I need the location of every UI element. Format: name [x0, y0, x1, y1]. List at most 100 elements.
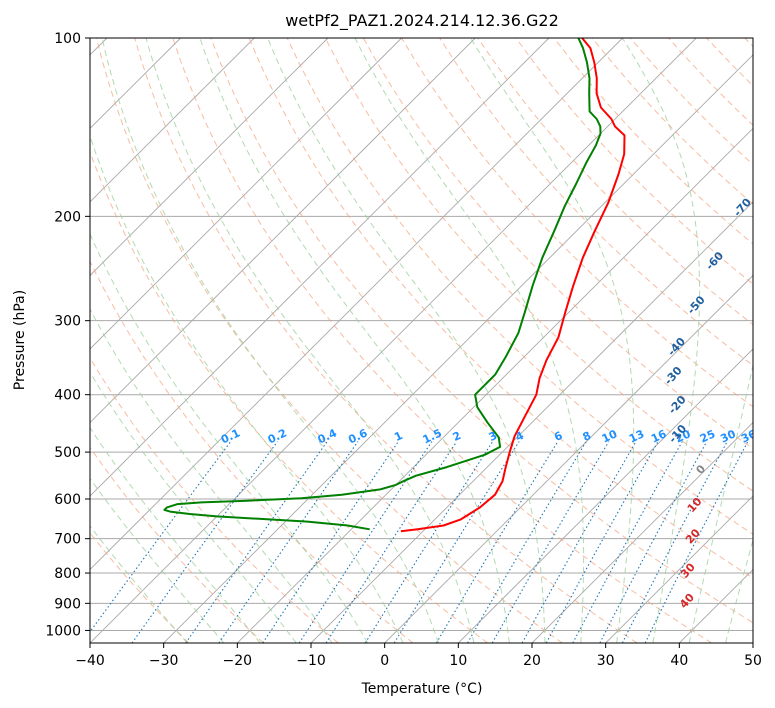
y-tick-label: 800 [54, 566, 81, 582]
mixing-ratio-label: 1.5 [421, 426, 444, 446]
dry-adiabat-line [706, 38, 753, 87]
plot-frame [89, 37, 754, 644]
x-tick-label: 40 [670, 653, 688, 669]
moist-adiabat-line [90, 308, 333, 643]
moist-adiabat-line [101, 38, 439, 643]
x-tick-label: −30 [149, 653, 179, 669]
mixing-ratio-label: 4 [513, 429, 526, 444]
mixing-ratio-line [262, 441, 399, 643]
mixing-ratio-label: 0.6 [346, 426, 369, 446]
mixing-ratio-line [491, 441, 610, 643]
x-tick-label: 30 [597, 653, 615, 669]
dry-adiabat-label: 0 [694, 462, 709, 477]
y-tick-label: 500 [54, 445, 81, 461]
mixing-ratio-line [545, 441, 659, 643]
x-tick-label: −40 [75, 653, 105, 669]
isotherm-line [90, 38, 402, 350]
dry-adiabat-line [90, 356, 339, 643]
dry-adiabat-label: -50 [685, 293, 708, 317]
y-tick-label: 300 [54, 314, 81, 330]
mixing-ratio-line [364, 441, 494, 643]
isotherm-line [679, 568, 753, 643]
mixing-ratio-label: 13 [627, 427, 646, 445]
dry-adiabat-label: 30 [678, 560, 698, 580]
dry-adiabat-label: 10 [685, 495, 705, 515]
mixing-ratio-label: 30 [718, 427, 738, 445]
mixing-ratio-line [521, 441, 637, 643]
mixing-ratio-line [435, 441, 559, 643]
moist-adiabat-line [90, 134, 404, 643]
y-tick-label: 600 [54, 492, 81, 508]
dry-adiabat-line [248, 38, 753, 579]
mixing-ratio-label: 6 [552, 429, 565, 444]
isotherm-line [90, 38, 476, 424]
mixing-ratio-label: 1 [392, 429, 404, 444]
dry-adiabat-label: -40 [665, 335, 688, 359]
mixing-ratio-line [185, 441, 328, 643]
y-tick-label: 1000 [45, 623, 81, 639]
isotherm-line [531, 421, 753, 643]
isotherm-line [90, 38, 697, 643]
dry-adiabat-label: -70 [731, 195, 754, 219]
dry-adiabat-line [477, 38, 753, 326]
mixing-ratio-line [325, 441, 458, 643]
dry-adiabat-line [96, 38, 563, 643]
moist-adiabat-line [621, 38, 701, 643]
moist-adiabat-line [90, 371, 297, 643]
dry-adiabat-line [90, 260, 414, 643]
mixing-ratio-line [218, 441, 359, 643]
moist-adiabat-line [90, 525, 188, 643]
isotherm-line [752, 642, 753, 643]
isotherm-line [90, 38, 623, 571]
in-plot-labels: 0.1 0.2 0.4 0.6 1 1.5 2 3 4 6 8 10 13 16 20 25 30 36-100-… [219, 110, 775, 611]
y-tick-label: 700 [54, 532, 81, 548]
mixing-ratio-label: 20 [673, 427, 693, 445]
mixing-ratio-label: 0.2 [266, 426, 289, 446]
chart-title: wetPf2_PAZ1.2024.214.12.36.G22 [285, 11, 559, 31]
isotherm-line [605, 495, 753, 643]
x-tick-label: 50 [744, 653, 762, 669]
dry-adiabat-line [286, 38, 753, 535]
dry-adiabat-label: 40 [677, 591, 697, 611]
dry-adiabat-line [324, 38, 753, 492]
mixing-ratio-label: 0.1 [219, 426, 242, 446]
moist-adiabat-line [354, 38, 585, 643]
mixing-ratio-line [90, 441, 232, 633]
mixing-ratio-line [393, 441, 520, 643]
dry-adiabat-line [515, 38, 753, 285]
dry-adiabat-label: -90 [765, 110, 775, 134]
y-tick-label: 200 [54, 209, 81, 225]
isotherm-line [237, 127, 753, 643]
isotherm-line [90, 38, 255, 203]
mixing-ratio-line [467, 441, 587, 643]
moist-adiabat-line [688, 362, 753, 643]
y-axis-label: Pressure (hPa) [12, 290, 28, 390]
isotherm-line [310, 201, 753, 643]
dry-adiabat-label: -80 [751, 152, 774, 176]
moist-adiabat-line [470, 38, 635, 643]
moist-adiabat-line [90, 426, 261, 643]
mixing-ratio-label: 0.4 [316, 426, 339, 446]
isotherm-line [90, 38, 329, 277]
y-tick-label: 400 [54, 388, 81, 404]
isotherm-line [458, 348, 753, 643]
x-tick-label: 10 [449, 653, 467, 669]
y-tick-label: 900 [54, 596, 81, 612]
moist-adiabat-line [90, 232, 369, 643]
dry-adiabat-label: -20 [666, 393, 689, 417]
dry-adiabat-line [134, 38, 638, 643]
moist-adiabat-line [199, 38, 510, 643]
moist-adiabat-line [725, 538, 753, 643]
isotherm-line [163, 54, 753, 643]
data-series [163, 38, 626, 533]
mixing-ratio-label: 16 [649, 427, 669, 445]
dry-adiabat-line [90, 532, 190, 643]
isotherm-line [384, 274, 753, 643]
x-tick-label: −20 [223, 653, 253, 669]
dewpoint-profile-line [163, 38, 602, 531]
moist-adiabat-line [145, 38, 475, 643]
mixing-ratio-line [298, 441, 433, 643]
mixing-ratio-line [131, 441, 278, 643]
mixing-ratio-line [572, 441, 683, 643]
dry-adiabat-label: 20 [683, 526, 703, 546]
